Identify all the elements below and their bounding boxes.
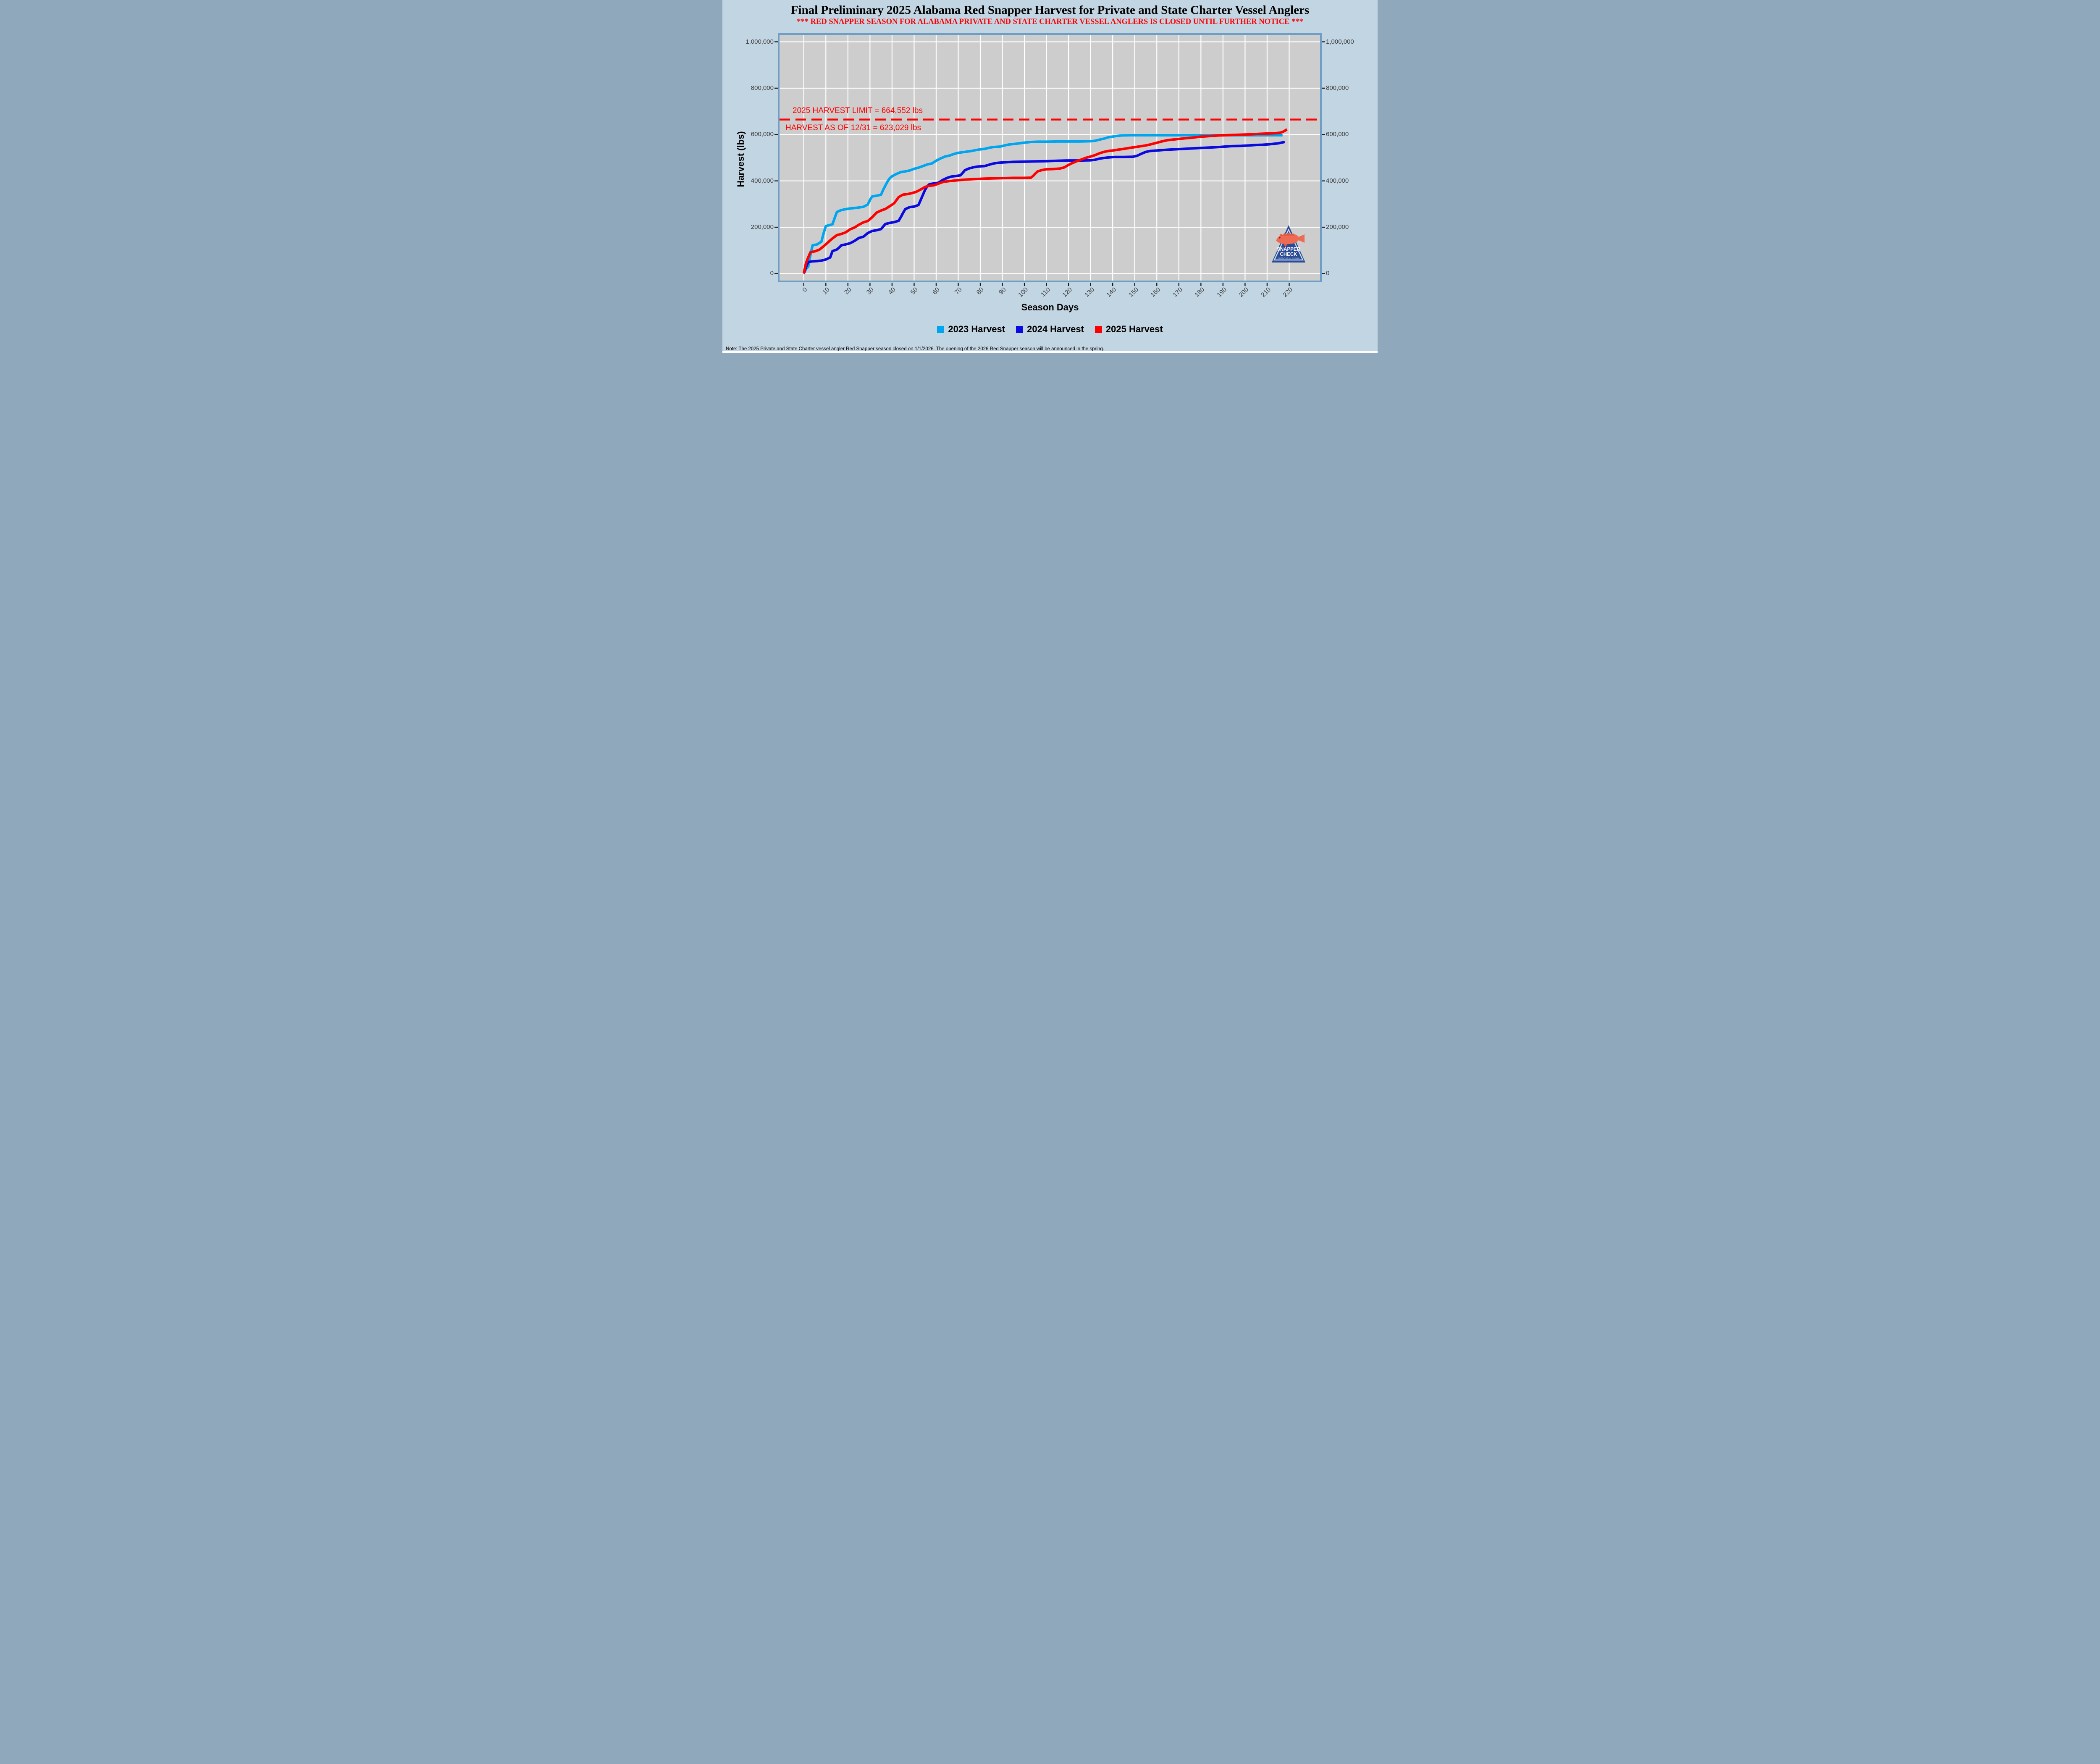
logo-triangle-border [1273,228,1304,261]
logo-text-outdoor-alabama: OUTDOOR ALABAMA [1278,257,1300,260]
x-tick-label: 110 [1039,286,1052,298]
x-tick-label: 70 [953,286,963,296]
legend-label-2024: 2024 Harvest [1027,324,1084,334]
x-tick-label: 10 [821,286,831,296]
x-tick-label: 50 [909,286,919,296]
x-tick-label: 180 [1193,286,1206,299]
x-tick-label: 210 [1260,286,1272,299]
x-tick-label: 40 [887,286,897,296]
harvest-asof-annotation: HARVEST AS OF 12/31 = 623,029 lbs [785,123,921,132]
harvest-limit-annotation: 2025 HARVEST LIMIT = 664,552 lbs [793,106,923,115]
logo-text-snapper: SNAPPER [1277,247,1300,252]
x-tick-label: 90 [997,286,1008,296]
x-tick-label: 190 [1215,286,1228,299]
y-tick-label-left: 600,000 [751,131,774,138]
y-tick-label-right: 200,000 [1326,223,1349,231]
chart-legend: 2023 Harvest 2024 Harvest 2025 Harvest [722,324,1378,335]
plot-svg [780,35,1320,281]
snapper-check-logo: SNAPPER CHECK OUTDOOR ALABAMA [1272,225,1305,262]
plot-frame [778,33,1322,282]
bottom-white-strip [722,351,1378,353]
x-tick-label: 130 [1083,286,1096,299]
x-tick-label: 20 [843,286,853,296]
y-tick-label-left: 200,000 [751,223,774,231]
legend-label-2025: 2025 Harvest [1105,324,1163,334]
x-tick-label: 220 [1281,286,1294,299]
x-tick-label: 160 [1149,286,1162,299]
chart-title: Final Preliminary 2025 Alabama Red Snapp… [790,3,1310,17]
y-tick-label-right: 1,000,000 [1326,38,1354,45]
x-tick-label: 150 [1127,286,1140,299]
y-tick-label-left: 400,000 [751,177,774,184]
x-tick-label: 120 [1061,286,1074,299]
y-tick-label-left: 800,000 [751,84,774,92]
y-tick-label-left: 1,000,000 [746,38,774,45]
x-tick-label: 80 [975,286,986,296]
x-tick-label: 200 [1237,286,1250,299]
legend-swatch-2023 [937,326,945,333]
legend-item-2023: 2023 Harvest [937,324,1005,335]
legend-swatch-2024 [1016,326,1024,333]
x-tick-label: 60 [931,286,941,296]
x-tick-label: 100 [1017,286,1030,299]
y-tick-label-right: 800,000 [1326,84,1349,92]
legend-label-2023: 2023 Harvest [948,324,1005,334]
x-tick-label: 0 [801,286,809,294]
x-tick-label: 170 [1171,286,1184,299]
x-tick-label: 140 [1105,286,1118,299]
season-closed-banner: *** RED SNAPPER SEASON FOR ALABAMA PRIVA… [797,18,1303,26]
red-snapper-fish-icon [1276,233,1305,247]
logo-text-check: CHECK [1280,252,1298,257]
y-tick-label-right: 600,000 [1326,131,1349,138]
x-axis-title: Season Days [1021,302,1079,312]
legend-swatch-2025 [1095,326,1102,333]
series-line-2025 [802,128,1288,274]
series-line-2023 [803,134,1283,274]
y-tick-label-left: 0 [770,270,774,277]
legend-item-2025: 2025 Harvest [1095,324,1163,335]
chart-canvas: Final Preliminary 2025 Alabama Red Snapp… [722,0,1378,353]
y-tick-label-right: 400,000 [1326,177,1349,184]
y-tick-label-right: 0 [1326,270,1330,277]
footer-note: Note: The 2025 Private and State Charter… [726,346,1105,352]
legend-item-2024: 2024 Harvest [1016,324,1084,335]
series-line-2024 [802,141,1285,274]
plot-panel [780,35,1320,281]
x-tick-label: 30 [865,286,875,296]
